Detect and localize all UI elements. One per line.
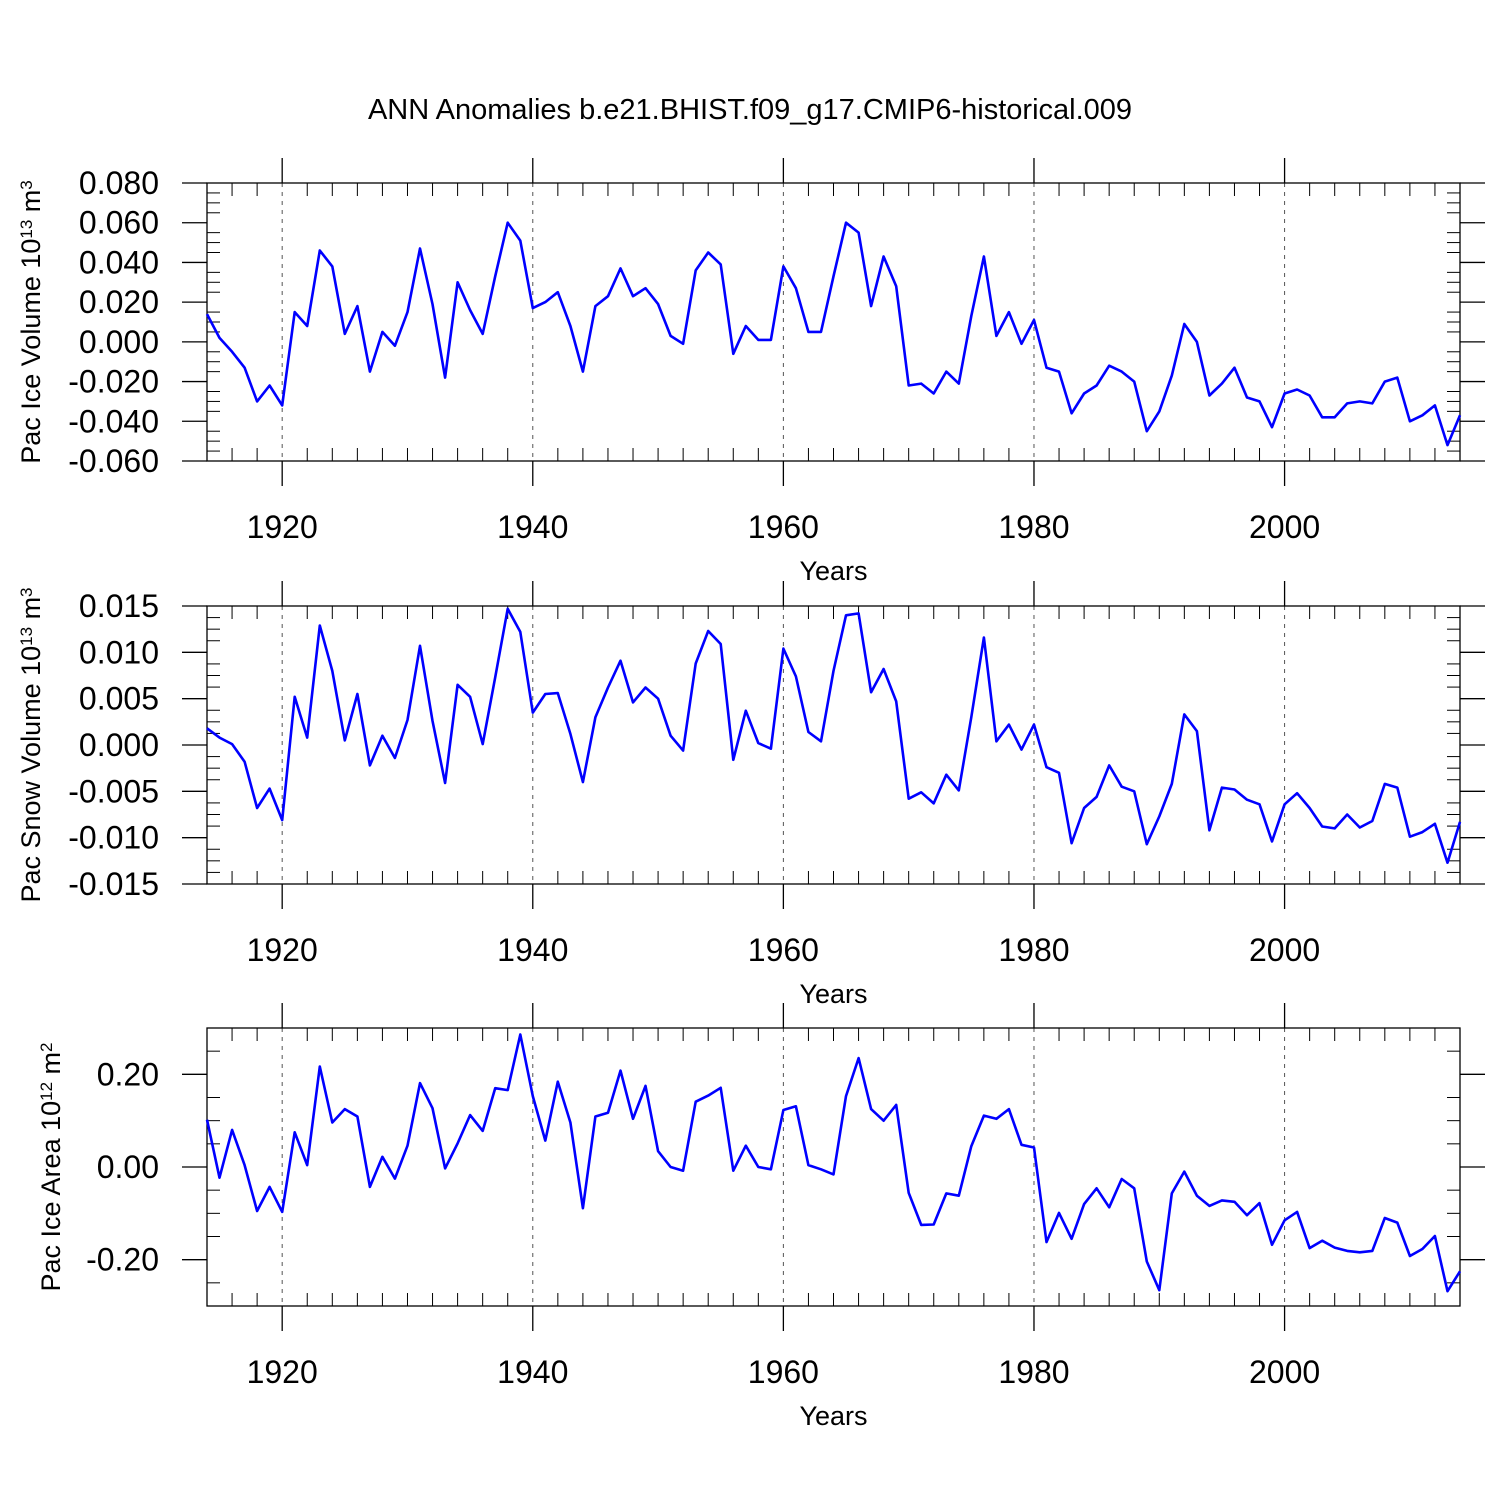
y-tick-label: 0.000 xyxy=(79,727,159,763)
y-tick-label: -0.005 xyxy=(68,773,159,809)
x-tick-label: 1940 xyxy=(497,509,568,545)
x-tick-label: 1940 xyxy=(497,1354,568,1390)
y-axis-title: Pac Ice Volume 1013 m3 xyxy=(16,180,46,464)
x-tick-label: 1920 xyxy=(247,509,318,545)
x-tick-label: 1980 xyxy=(998,509,1069,545)
x-tick-label: 1960 xyxy=(748,932,819,968)
y-tick-label: -0.20 xyxy=(86,1242,159,1278)
x-tick-label: 1920 xyxy=(247,1354,318,1390)
y-axis-title: Pac Ice Area 1012 m2 xyxy=(36,1042,66,1291)
y-axis-text: m xyxy=(36,1052,66,1082)
x-tick-label: 1960 xyxy=(748,1354,819,1390)
panel-3: 1920 1940 1960 1980 2000 0.20 0.00 -0.20 Years Pa… xyxy=(36,1003,1485,1431)
y-axis-exponent: 2 xyxy=(37,1042,56,1051)
y-axis-exponent: 13 xyxy=(17,220,36,239)
y-tick-label: -0.040 xyxy=(68,403,159,439)
y-tick-label: 0.005 xyxy=(79,681,159,717)
x-tick-label: 1920 xyxy=(247,932,318,968)
y-axis-text: Pac Ice Area 10 xyxy=(36,1101,66,1292)
y-tick-label: -0.015 xyxy=(68,866,159,902)
x-axis-title: Years xyxy=(799,1401,867,1431)
y-tick-label: -0.010 xyxy=(68,820,159,856)
x-tick-label: 1960 xyxy=(748,509,819,545)
y-axis-exponent: 13 xyxy=(17,627,36,646)
y-axis-text: Pac Ice Volume 10 xyxy=(16,239,46,464)
y-tick-label: 0.060 xyxy=(79,205,159,241)
x-tick-label: 2000 xyxy=(1249,932,1320,968)
y-tick-label: -0.020 xyxy=(68,364,159,400)
y-axis-exponent: 12 xyxy=(37,1082,56,1101)
y-axis-exponent: 3 xyxy=(17,180,36,189)
series-line xyxy=(205,221,1462,447)
series-line xyxy=(205,1033,1462,1293)
plot-frame xyxy=(206,182,1461,462)
y-axis-text: m xyxy=(16,597,46,627)
y-axis-title: Pac Snow Volume 1013 m3 xyxy=(16,587,46,902)
series-line xyxy=(206,607,1462,865)
x-tick-label: 1980 xyxy=(998,1354,1069,1390)
x-axis-title: Years xyxy=(799,556,867,586)
y-tick-label: 0.020 xyxy=(79,284,159,320)
x-tick-label: 1980 xyxy=(998,932,1069,968)
y-tick-label: 0.000 xyxy=(79,324,159,360)
x-tick-label: 2000 xyxy=(1249,1354,1320,1390)
y-tick-label: -0.060 xyxy=(68,443,159,479)
y-tick-label: 0.20 xyxy=(97,1056,159,1092)
y-tick-label: 0.00 xyxy=(97,1149,159,1185)
figure-title: ANN Anomalies b.e21.BHIST.f09_g17.CMIP6-… xyxy=(368,94,1132,126)
x-tick-label: 2000 xyxy=(1249,509,1320,545)
y-axis-text: m xyxy=(16,190,46,220)
y-axis-exponent: 3 xyxy=(17,587,36,596)
y-axis-text: Pac Snow Volume 10 xyxy=(16,646,46,903)
y-tick-label: 0.010 xyxy=(79,634,159,670)
x-axis-title: Years xyxy=(799,979,867,1009)
y-tick-label: 0.015 xyxy=(79,588,159,624)
x-tick-label: 1940 xyxy=(497,932,568,968)
y-tick-label: 0.080 xyxy=(79,165,159,201)
y-tick-label: 0.040 xyxy=(79,244,159,280)
panel-2: 1920 1940 1960 1980 2000 0.015 0.010 0.005 0.000… xyxy=(16,581,1485,1009)
